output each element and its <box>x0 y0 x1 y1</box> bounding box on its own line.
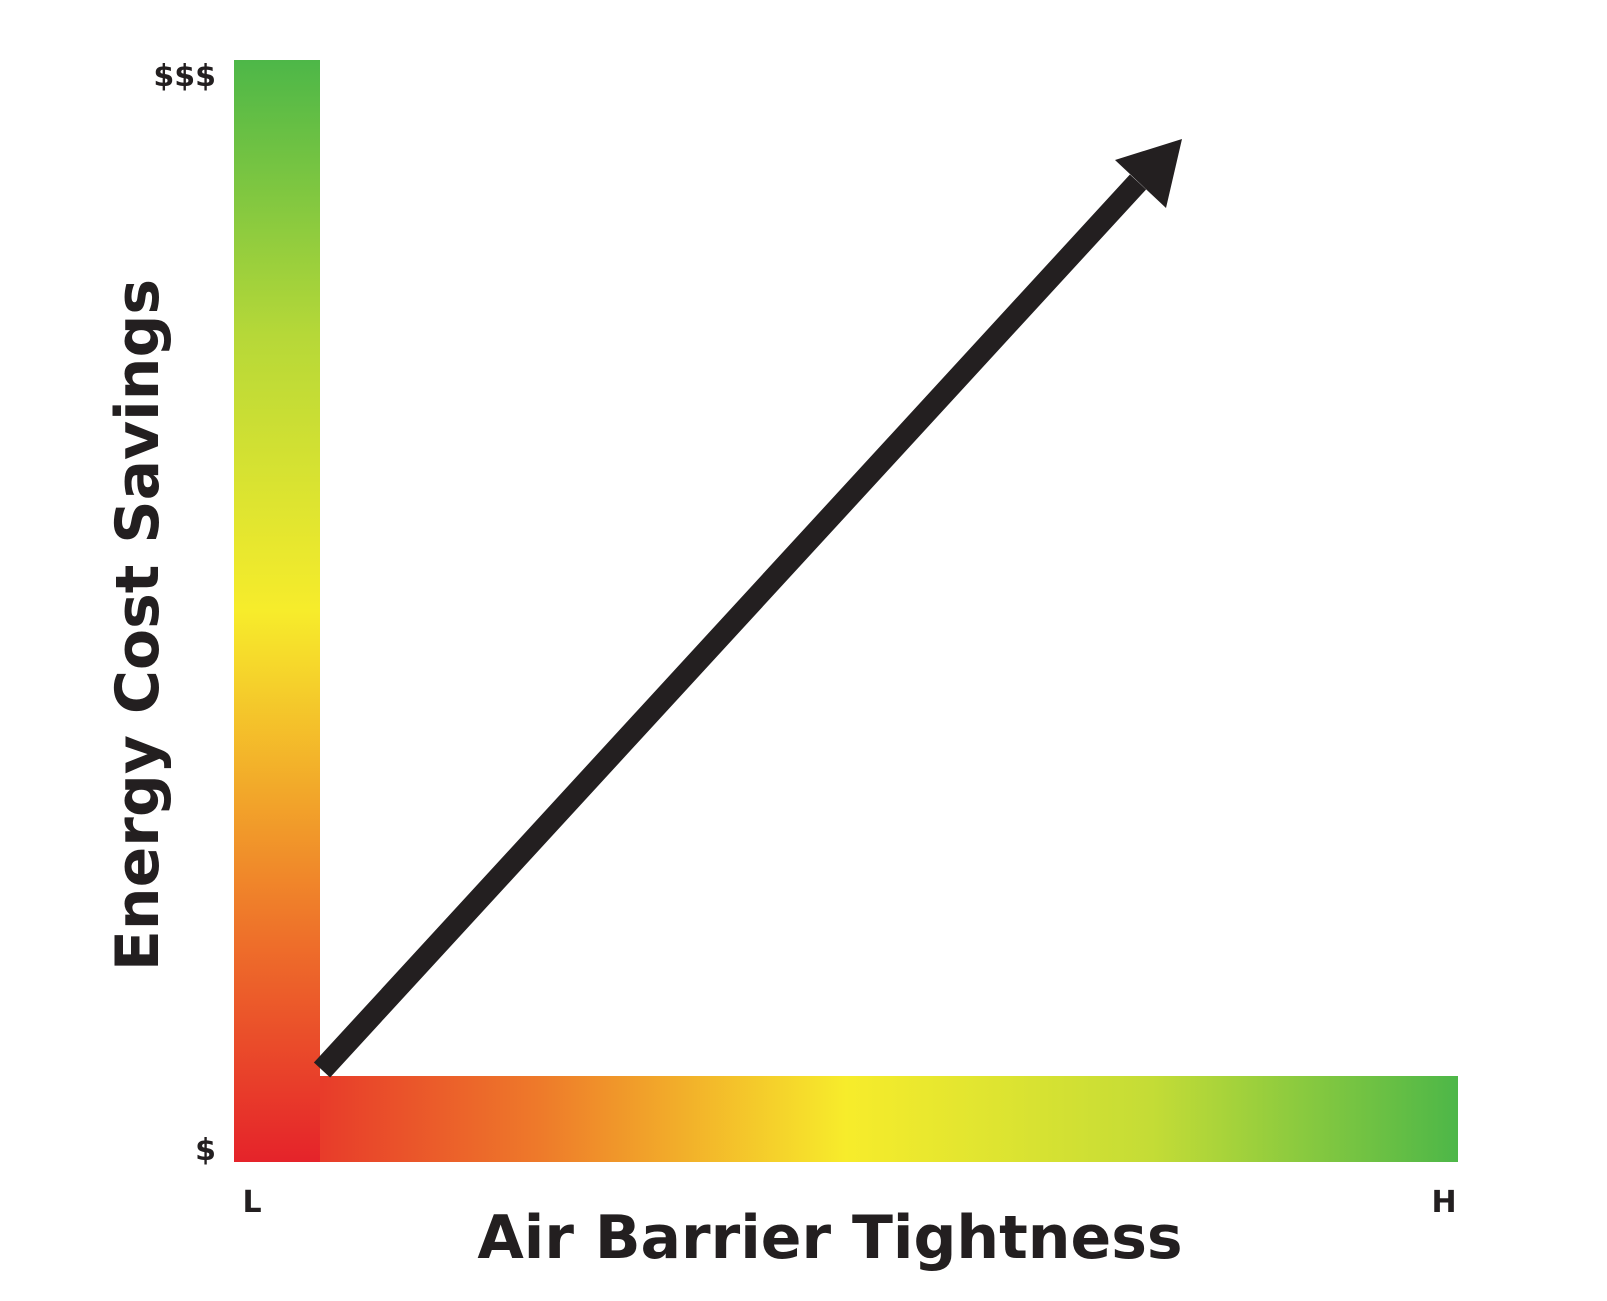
trend-arrow-head <box>1115 139 1182 208</box>
x-axis-bar <box>234 1076 1458 1162</box>
x-axis-title: Air Barrier Tightness <box>477 1203 1182 1273</box>
trend-arrow-shaft <box>313 174 1147 1078</box>
x-left-label: L <box>242 1185 261 1220</box>
y-axis-bar <box>234 60 320 1162</box>
y-axis-title: Energy Cost Savings <box>103 279 173 971</box>
x-right-label: H <box>1431 1185 1456 1220</box>
y-bottom-label: $ <box>195 1133 216 1168</box>
y-top-label: $$$ <box>153 59 216 94</box>
